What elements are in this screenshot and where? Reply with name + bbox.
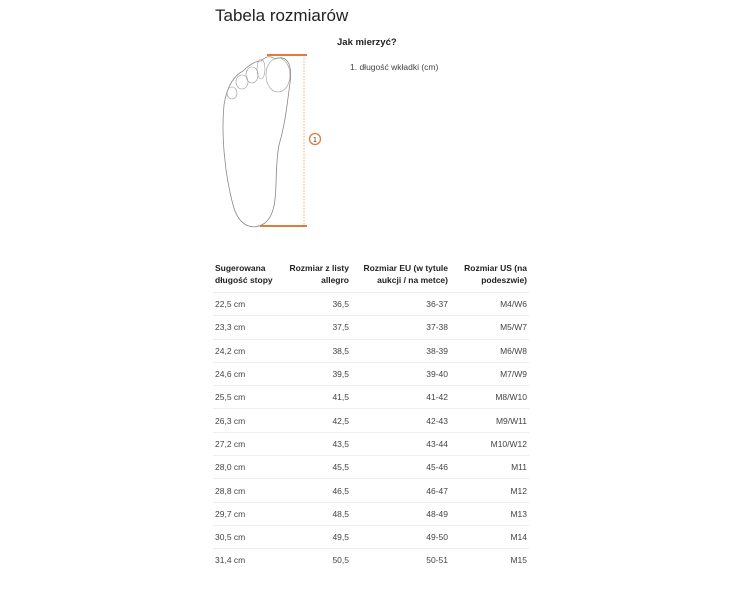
col-allegro-size: Rozmiar z listy allegro: [289, 263, 349, 285]
cell-allegro-size: 46,5: [287, 478, 351, 503]
table-row: 24,6 cm 39,5 39-40 M7/W9: [213, 361, 529, 386]
page-title: Tabela rozmiarów: [215, 6, 349, 25]
cell-foot-length: 28,8 cm: [213, 478, 287, 503]
table-header-row: Sugerowana długość stopy Rozmiar z listy…: [213, 260, 529, 293]
cell-us-size: M6/W8: [450, 338, 529, 363]
table-row: 30,5 cm 49,5 49-50 M14: [213, 524, 529, 549]
how-to-measure-heading: Jak mierzyć?: [337, 37, 397, 48]
cell-allegro-size: 49,5: [287, 524, 351, 549]
col-eu-size: Rozmiar EU (w tytule aukcji / na metce): [363, 263, 448, 285]
cell-foot-length: 26,3 cm: [213, 408, 287, 433]
cell-allegro-size: 36,5: [287, 291, 351, 316]
table-row: 29,7 cm 48,5 48-49 M13: [213, 501, 529, 526]
cell-allegro-size: 37,5: [287, 315, 351, 340]
table-row: 28,8 cm 46,5 46-47 M12: [213, 478, 529, 503]
cell-foot-length: 23,3 cm: [213, 315, 287, 340]
cell-eu-size: 39-40: [351, 361, 450, 386]
cell-allegro-size: 42,5: [287, 408, 351, 433]
measure-step: 1. długość wkładki (cm): [350, 62, 439, 72]
cell-us-size: M13: [450, 501, 529, 526]
cell-allegro-size: 50,5: [287, 548, 351, 572]
foot-outline: [222, 56, 292, 228]
cell-eu-size: 43-44: [351, 431, 450, 456]
col-foot-length: Sugerowana długość stopy: [215, 263, 273, 285]
cell-foot-length: 31,4 cm: [213, 548, 287, 572]
cell-foot-length: 27,2 cm: [213, 431, 287, 456]
cell-allegro-size: 39,5: [287, 361, 351, 386]
cell-eu-size: 37-38: [351, 315, 450, 340]
cell-allegro-size: 41,5: [287, 385, 351, 409]
cell-eu-size: 36-37: [351, 291, 450, 316]
cell-foot-length: 24,2 cm: [213, 338, 287, 363]
table-row: 26,3 cm 42,5 42-43 M9/W11: [213, 408, 529, 433]
cell-allegro-size: 38,5: [287, 338, 351, 363]
table-row: 22,5 cm 36,5 36-37 M4/W6: [213, 291, 529, 316]
cell-us-size: M11: [450, 455, 529, 479]
cell-us-size: M5/W7: [450, 315, 529, 340]
cell-allegro-size: 48,5: [287, 501, 351, 526]
cell-eu-size: 50-51: [351, 548, 450, 572]
foot-measure-diagram: 1: [222, 54, 322, 228]
cell-eu-size: 42-43: [351, 408, 450, 433]
cell-us-size: M12: [450, 478, 529, 503]
table-row: 24,2 cm 38,5 38-39 M6/W8: [213, 338, 529, 363]
col-us-size: Rozmiar US (na podeszwie): [464, 263, 527, 285]
table-row: 28,0 cm 45,5 45-46 M11: [213, 455, 529, 479]
cell-foot-length: 24,6 cm: [213, 361, 287, 386]
cell-us-size: M4/W6: [450, 291, 529, 316]
cell-foot-length: 25,5 cm: [213, 385, 287, 409]
cell-us-size: M15: [450, 548, 529, 572]
table-row: 23,3 cm 37,5 37-38 M5/W7: [213, 315, 529, 340]
table-row: 27,2 cm 43,5 43-44 M10/W12: [213, 431, 529, 456]
cell-eu-size: 45-46: [351, 455, 450, 479]
cell-us-size: M10/W12: [450, 431, 529, 456]
cell-allegro-size: 43,5: [287, 431, 351, 456]
cell-foot-length: 22,5 cm: [213, 291, 287, 316]
table-row: 31,4 cm 50,5 50-51 M15: [213, 548, 529, 572]
size-table: Sugerowana długość stopy Rozmiar z listy…: [213, 260, 529, 572]
cell-eu-size: 41-42: [351, 385, 450, 409]
cell-eu-size: 49-50: [351, 524, 450, 549]
table-row: 25,5 cm 41,5 41-42 M8/W10: [213, 385, 529, 409]
cell-foot-length: 29,7 cm: [213, 501, 287, 526]
cell-us-size: M9/W11: [450, 408, 529, 433]
cell-us-size: M14: [450, 524, 529, 549]
cell-allegro-size: 45,5: [287, 455, 351, 479]
measure-marker-label: 1: [313, 137, 317, 144]
cell-eu-size: 46-47: [351, 478, 450, 503]
cell-foot-length: 28,0 cm: [213, 455, 287, 479]
cell-us-size: M7/W9: [450, 361, 529, 386]
cell-eu-size: 48-49: [351, 501, 450, 526]
cell-eu-size: 38-39: [351, 338, 450, 363]
cell-foot-length: 30,5 cm: [213, 524, 287, 549]
cell-us-size: M8/W10: [450, 385, 529, 409]
